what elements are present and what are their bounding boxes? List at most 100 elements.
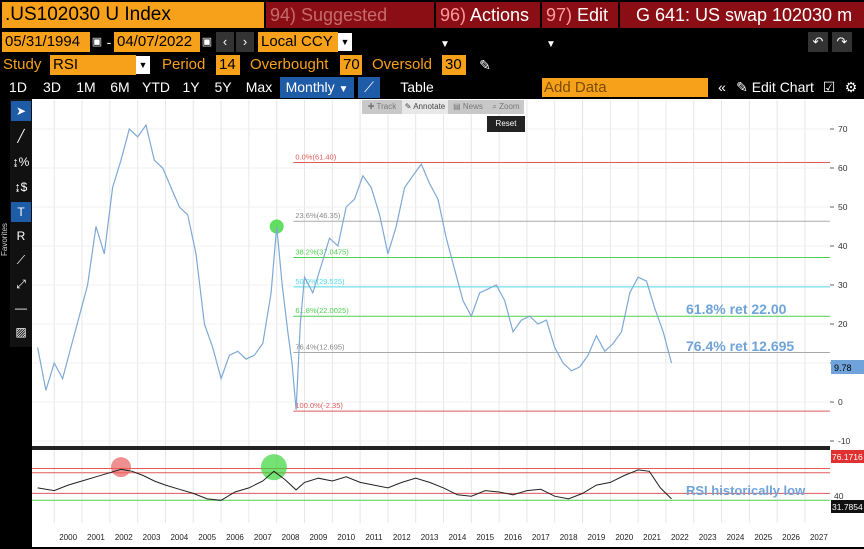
period-5y[interactable]: 5Y	[214, 79, 232, 95]
pencil-icon: ✎	[404, 102, 412, 111]
period-6m[interactable]: 6M	[110, 79, 130, 95]
last-value-text: 9.78	[834, 363, 852, 373]
period-field[interactable]: 14	[216, 55, 240, 75]
fib-label: 0.0%(61.40)	[295, 153, 336, 162]
pencil-icon[interactable]: ✎	[479, 57, 491, 73]
gear-icon[interactable]: ⚙	[844, 79, 858, 95]
fib-label: 76.4%(12.695)	[295, 342, 345, 351]
ytick-label: 60	[838, 163, 848, 173]
cursor-icon[interactable]: ➤	[11, 101, 31, 121]
news-icon: ▤	[453, 102, 461, 111]
period-label: Period	[162, 56, 206, 73]
period-1m[interactable]: 1M	[76, 79, 96, 95]
channel-tool-icon[interactable]: ⤢	[16, 277, 26, 291]
overbought-field[interactable]: 70	[340, 55, 362, 75]
xtick-label: 2026	[782, 533, 800, 542]
add-data-input[interactable]: Add Data	[542, 78, 708, 97]
rsi-high-text: 76.1716	[832, 452, 863, 462]
annotate-tool[interactable]: ✎ Annotate	[402, 100, 448, 114]
period-max[interactable]: Max	[245, 79, 273, 95]
dollar-tool-icon[interactable]: ↨$	[14, 180, 28, 194]
chevron-down-icon: ▼	[546, 39, 556, 50]
period-3d[interactable]: 3D	[43, 79, 61, 95]
frequency-label: Monthly	[285, 79, 335, 95]
period-1d[interactable]: 1D	[9, 79, 27, 95]
settings-icon[interactable]: ☑	[822, 79, 836, 95]
period-ytd[interactable]: YTD	[142, 79, 170, 95]
table-button[interactable]: Table	[400, 79, 434, 95]
text-tool-icon[interactable]: T	[11, 202, 31, 222]
suggested-num: 94)	[270, 5, 297, 25]
magnifier-icon: ⌕	[492, 102, 497, 111]
trend-line-icon[interactable]: ⟋	[16, 253, 26, 267]
pencil-icon: ✎	[736, 79, 748, 95]
xtick-label: 2016	[504, 533, 522, 542]
rsi-last-text: 31.7854	[832, 502, 863, 512]
xtick-label: 2015	[476, 533, 494, 542]
x-axis-band	[32, 523, 830, 547]
xtick-label: 2005	[198, 533, 216, 542]
start-date-field[interactable]: 05/31/1994	[2, 32, 90, 52]
calendar-icon[interactable]: ▣	[201, 36, 213, 48]
study-label: Study	[3, 56, 42, 73]
chevron-left-icon[interactable]: ‹	[216, 32, 234, 52]
annotation-618: 61.8% ret 22.00	[686, 301, 787, 317]
line-tool-icon[interactable]: ╱	[17, 129, 25, 143]
xtick-label: 2024	[727, 533, 745, 542]
percent-tool-icon[interactable]: ↨%	[12, 155, 30, 169]
edit-chart-button[interactable]: ✎ Edit Chart	[734, 77, 816, 98]
chart-title: G 641: US swap 102030 m	[620, 2, 864, 28]
xtick-label: 2002	[115, 533, 133, 542]
annotate-label: Annotate	[413, 102, 446, 111]
edit-button[interactable]: 97) Edit ▼	[542, 2, 618, 50]
chevron-right-icon[interactable]: ›	[236, 32, 254, 52]
undo-icon[interactable]: ↶	[808, 32, 828, 52]
redo-icon[interactable]: ↷	[832, 32, 852, 52]
actions-num: 96)	[440, 5, 467, 25]
collapse-icon[interactable]: «	[718, 79, 726, 95]
news-tool[interactable]: ▤ News	[450, 100, 486, 114]
fibonacci-tool-icon[interactable]: R	[16, 229, 26, 243]
xtick-label: 2019	[588, 533, 606, 542]
right-axis	[830, 99, 864, 547]
currency-field[interactable]: Local CCY	[258, 32, 338, 52]
horizontal-line-icon[interactable]: —	[15, 301, 27, 315]
oversold-field[interactable]: 30	[442, 55, 466, 75]
edit-label: Edit	[577, 5, 609, 25]
rsi-annotation: RSI historically low	[686, 483, 806, 498]
track-label: Track	[376, 102, 397, 111]
xtick-label: 2014	[449, 533, 467, 542]
xtick-label: 2007	[254, 533, 272, 542]
xtick-label: 2009	[309, 533, 327, 542]
date-separator: -	[106, 34, 112, 50]
period-1y[interactable]: 1Y	[182, 79, 200, 95]
chevron-down-icon[interactable]: ▼	[338, 33, 352, 51]
xtick-label: 2021	[643, 533, 661, 542]
xtick-label: 2001	[87, 533, 105, 542]
frequency-dropdown[interactable]: Monthly ▼	[280, 77, 354, 98]
rsi-signal-marker	[260, 454, 287, 481]
study-field[interactable]: RSI	[50, 55, 136, 75]
ticker-field[interactable]: .US102030 U Index	[2, 2, 264, 28]
hatch-tool-icon[interactable]: ▨	[15, 325, 27, 339]
xtick-label: 2025	[754, 533, 772, 542]
line-chart-icon[interactable]: ⟋	[358, 77, 380, 98]
chevron-down-icon[interactable]: ▼	[136, 56, 150, 74]
ytick-label: -10	[838, 436, 851, 446]
calendar-icon[interactable]: ▣	[91, 36, 103, 48]
reset-button[interactable]: Reset	[487, 116, 525, 132]
xtick-label: 2008	[282, 533, 300, 542]
xtick-label: 2022	[671, 533, 689, 542]
ytick-label: 20	[838, 319, 848, 329]
end-date-field[interactable]: 04/07/2022	[114, 32, 200, 52]
zoom-tool[interactable]: ⌕ Zoom	[488, 100, 524, 114]
xtick-label: 2004	[170, 533, 188, 542]
actions-button[interactable]: 96) Actions ▼	[436, 2, 540, 50]
xtick-label: 2018	[560, 533, 578, 542]
rsi-overbought-marker	[110, 457, 131, 478]
track-tool[interactable]: ✚ Track	[364, 100, 400, 114]
crosshair-icon: ✚	[367, 102, 375, 111]
xtick-label: 2013	[421, 533, 439, 542]
rsi-series-line	[37, 468, 672, 501]
